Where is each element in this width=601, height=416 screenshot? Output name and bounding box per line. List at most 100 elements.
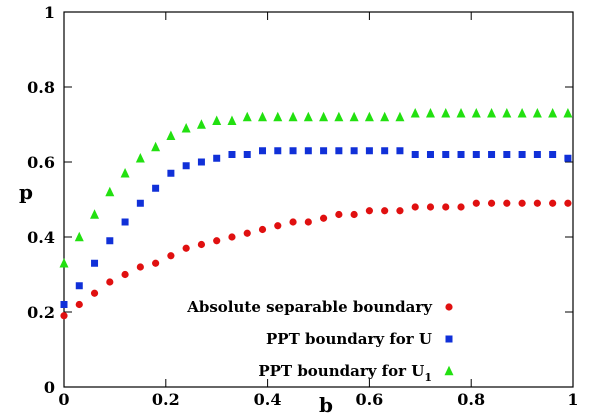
x-axis-label: b — [319, 393, 333, 416]
legend-label: Absolute separable boundary — [186, 298, 433, 316]
data-point-circle — [91, 290, 98, 297]
data-point-triangle — [533, 108, 542, 118]
data-point-square — [351, 147, 358, 154]
legend-marker-circle — [445, 303, 452, 310]
series-triangle — [60, 108, 573, 268]
data-point-triangle — [319, 112, 328, 122]
data-point-circle — [442, 203, 449, 210]
data-point-square — [244, 151, 251, 158]
data-point-triangle — [121, 168, 130, 178]
data-point-square — [122, 219, 129, 226]
data-point-square — [519, 151, 526, 158]
data-point-triangle — [243, 112, 252, 122]
data-point-square — [106, 237, 113, 244]
data-point-circle — [381, 207, 388, 214]
data-point-triangle — [258, 112, 267, 122]
data-point-triangle — [334, 112, 343, 122]
data-point-circle — [366, 207, 373, 214]
data-point-circle — [228, 233, 235, 240]
data-point-circle — [351, 211, 358, 218]
data-point-square — [564, 155, 571, 162]
data-point-square — [76, 282, 83, 289]
y-tick-label: 0.8 — [27, 78, 55, 97]
data-point-triangle — [380, 112, 389, 122]
data-point-square — [274, 147, 281, 154]
x-tick-label: 0.8 — [457, 390, 485, 409]
data-point-triangle — [182, 123, 191, 133]
data-point-square — [412, 151, 419, 158]
data-point-square — [366, 147, 373, 154]
data-point-triangle — [105, 187, 114, 197]
data-point-triangle — [426, 108, 435, 118]
x-tick-label: 0.2 — [152, 390, 180, 409]
data-point-square — [381, 147, 388, 154]
data-point-circle — [427, 203, 434, 210]
legend-label: PPT boundary for U1 — [258, 362, 432, 384]
data-point-circle — [106, 278, 113, 285]
x-tick-label: 0 — [58, 390, 69, 409]
x-tick-label: 0.4 — [254, 390, 282, 409]
x-tick-label: 0.6 — [355, 390, 383, 409]
data-series — [60, 108, 573, 319]
data-point-triangle — [197, 119, 206, 129]
data-point-circle — [305, 218, 312, 225]
data-point-circle — [167, 252, 174, 259]
data-point-circle — [320, 215, 327, 222]
data-point-triangle — [151, 142, 160, 152]
data-point-square — [442, 151, 449, 158]
data-point-circle — [137, 263, 144, 270]
data-point-circle — [534, 200, 541, 207]
series-square — [61, 147, 572, 308]
data-point-triangle — [441, 108, 450, 118]
data-point-circle — [121, 271, 128, 278]
data-point-triangle — [365, 112, 374, 122]
data-point-triangle — [166, 131, 175, 141]
data-point-circle — [183, 245, 190, 252]
y-tick-label: 0.6 — [27, 153, 55, 172]
data-point-triangle — [457, 108, 466, 118]
data-point-circle — [519, 200, 526, 207]
y-axis-label: p — [19, 180, 33, 204]
data-point-square — [488, 151, 495, 158]
data-point-square — [305, 147, 312, 154]
data-point-triangle — [273, 112, 282, 122]
data-point-circle — [503, 200, 510, 207]
y-tick-label: 0.2 — [27, 303, 55, 322]
data-point-triangle — [487, 108, 496, 118]
data-point-square — [396, 147, 403, 154]
data-point-circle — [396, 207, 403, 214]
data-point-triangle — [548, 108, 557, 118]
data-point-square — [152, 185, 159, 192]
data-point-square — [534, 151, 541, 158]
data-point-triangle — [75, 232, 84, 242]
data-point-circle — [488, 200, 495, 207]
data-point-triangle — [395, 112, 404, 122]
legend-label: PPT boundary for U — [266, 330, 432, 348]
data-point-circle — [76, 301, 83, 308]
data-point-circle — [152, 260, 159, 267]
data-point-square — [458, 151, 465, 158]
data-point-circle — [274, 222, 281, 229]
data-point-triangle — [411, 108, 420, 118]
data-point-square — [61, 301, 68, 308]
ticks: 0 0.2 0.4 0.6 0.8 1 0 0.2 0.4 0.6 0.8 1 — [27, 3, 578, 409]
data-point-circle — [213, 237, 220, 244]
data-point-triangle — [90, 209, 99, 219]
y-tick-label: 0.4 — [27, 228, 55, 247]
legend: Absolute separable boundary PPT boundary … — [186, 298, 453, 384]
data-point-triangle — [60, 258, 69, 268]
data-point-square — [91, 260, 98, 267]
data-point-square — [167, 170, 174, 177]
data-point-circle — [549, 200, 556, 207]
data-point-triangle — [518, 108, 527, 118]
data-point-triangle — [227, 116, 236, 126]
data-point-square — [198, 159, 205, 166]
data-point-square — [473, 151, 480, 158]
data-point-circle — [259, 226, 266, 233]
data-point-circle — [289, 218, 296, 225]
data-point-square — [320, 147, 327, 154]
data-point-circle — [335, 211, 342, 218]
legend-marker-triangle — [445, 366, 454, 376]
data-point-circle — [457, 203, 464, 210]
